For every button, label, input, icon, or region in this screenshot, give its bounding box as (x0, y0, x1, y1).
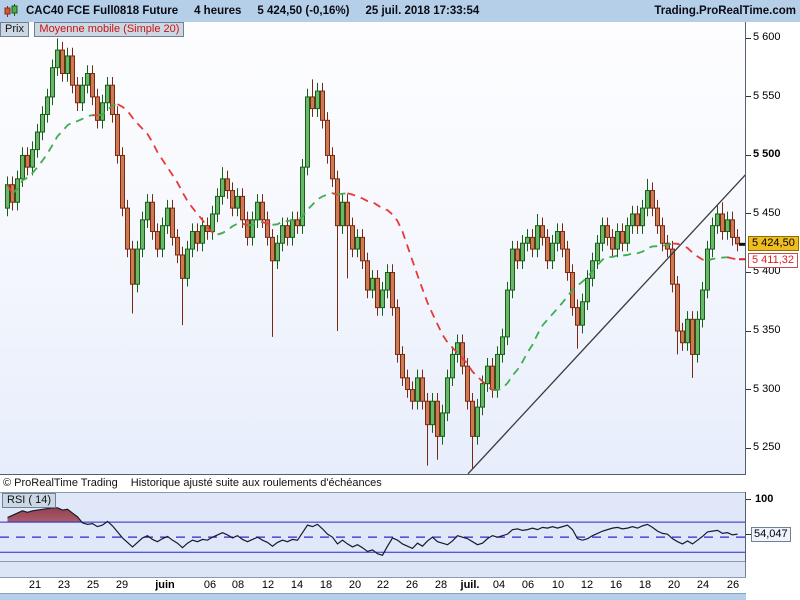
price-tick-label: 5 300 (753, 382, 781, 395)
rsi-tick (746, 533, 751, 535)
price-tick (746, 389, 751, 391)
price-chart-pane: Prix Moyenne mobile (Simple 20) (0, 22, 746, 475)
x-axis-label: 20 (348, 579, 362, 591)
rsi-pane: RSI ( 14) (0, 492, 746, 562)
x-axis-label: 18 (319, 579, 333, 591)
price-tick-label: 5 500 (753, 148, 781, 161)
datetime-label: 25 juil. 2018 17:33:54 (365, 5, 480, 17)
x-axis-label: 26 (405, 579, 419, 591)
x-axis-label: 25 (86, 579, 100, 591)
prorealtime-link[interactable]: Trading.ProRealTime.com (654, 5, 796, 17)
price-tick (746, 213, 751, 215)
x-axis-label: 20 (667, 579, 681, 591)
ma-price-tag: 5 411,32 (748, 252, 799, 268)
x-axis-label: 12 (261, 579, 275, 591)
bottom-bar (0, 593, 800, 600)
price-tick-label: 5 550 (753, 89, 781, 102)
title-bar: CAC40 FCE Full0818 Future 4 heures 5 424… (0, 0, 800, 23)
x-axis-label: 28 (434, 579, 448, 591)
x-axis-label: juil. (460, 579, 480, 591)
price-tick (746, 271, 751, 273)
price-tick (746, 154, 751, 156)
copyright-bar: © ProRealTime Trading Historique ajusté … (0, 475, 746, 492)
copyright-brand: © ProRealTime Trading (3, 477, 118, 489)
x-axis-label: 26 (726, 579, 740, 591)
last-price-change: 5 424,50 (-0,16%) (257, 5, 350, 17)
tab-moyenne-mobile[interactable]: Moyenne mobile (Simple 20) (34, 22, 185, 37)
x-axis-label: 08 (231, 579, 245, 591)
price-tick-label: 5 350 (753, 324, 781, 337)
x-axis-label: 12 (580, 579, 594, 591)
rsi-100-label: 100 (755, 492, 774, 505)
price-tick-label: 5 250 (753, 441, 781, 454)
candlestick-logo-icon (4, 4, 20, 18)
price-tick (746, 447, 751, 449)
history-adjustment-note: Historique ajusté suite aux roulements d… (130, 477, 382, 489)
indicator-tabs: Prix Moyenne mobile (Simple 20) (0, 22, 185, 40)
y-axis: 5 424,50 5 411,32 100 54,047 5 600 5 550 5… (746, 22, 800, 600)
x-axis-label: 22 (376, 579, 390, 591)
last-price-tag: 5 424,50 (748, 236, 799, 252)
price-tick (746, 330, 751, 332)
price-tick (746, 96, 751, 98)
price-tick-label: 5 400 (753, 265, 781, 278)
x-axis: 21 23 25 29 juin 06 08 12 14 18 20 22 26 28 juil. 04 06 1… (0, 577, 800, 594)
x-axis-label: 04 (492, 579, 506, 591)
price-tick-label: 5 450 (753, 206, 781, 219)
x-axis-label: 10 (551, 579, 565, 591)
tab-rsi[interactable]: RSI ( 14) (2, 493, 57, 508)
lower-margin-strip (0, 562, 746, 577)
x-axis-label: 29 (115, 579, 129, 591)
x-axis-label: 18 (638, 579, 652, 591)
x-axis-label: 16 (609, 579, 623, 591)
price-tick-label: 5 600 (753, 31, 781, 44)
price-tick (746, 37, 751, 39)
tab-prix[interactable]: Prix (0, 22, 29, 37)
rsi-value-tag: 54,047 (751, 526, 791, 542)
timeframe-label: 4 heures (194, 5, 242, 17)
x-axis-label: 24 (696, 579, 710, 591)
x-axis-label: juin (155, 579, 175, 591)
rsi-tick (746, 499, 751, 501)
rsi-chart[interactable] (0, 492, 746, 562)
x-axis-label: 06 (521, 579, 535, 591)
x-axis-label: 21 (28, 579, 42, 591)
x-axis-label: 14 (290, 579, 304, 591)
price-chart[interactable] (0, 22, 746, 475)
x-axis-label: 06 (203, 579, 217, 591)
instrument-title: CAC40 FCE Full0818 Future (26, 5, 179, 17)
x-axis-label: 23 (57, 579, 71, 591)
